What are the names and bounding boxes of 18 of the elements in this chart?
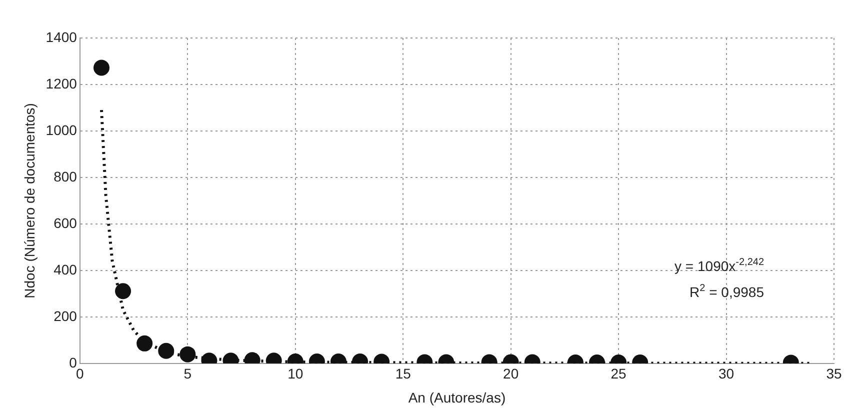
y-tick-label: 800 [54, 168, 78, 184]
x-tick-label: 20 [503, 366, 519, 382]
x-tick-label: 10 [288, 366, 304, 382]
x-tick-label: 25 [610, 366, 627, 382]
y-tick-label: 1400 [46, 28, 78, 45]
y-tick-label: 200 [54, 308, 78, 324]
point [93, 60, 110, 76]
y-tick-label: 1200 [46, 75, 78, 92]
y-axis-title: Ndoc (Número de documentos) [21, 103, 38, 298]
x-tick-label: 35 [826, 366, 842, 382]
x-tick-label: 15 [395, 366, 412, 382]
x-tick-label: 30 [718, 366, 734, 382]
x-tick-label: 5 [184, 366, 192, 382]
y-tick-label: 600 [54, 214, 78, 231]
y-tick-label: 400 [54, 261, 78, 278]
x-axis-title: An (Autores/as) [408, 389, 506, 406]
y-tick-label: 0 [69, 354, 78, 370]
y-tick-label: 1000 [46, 122, 78, 138]
